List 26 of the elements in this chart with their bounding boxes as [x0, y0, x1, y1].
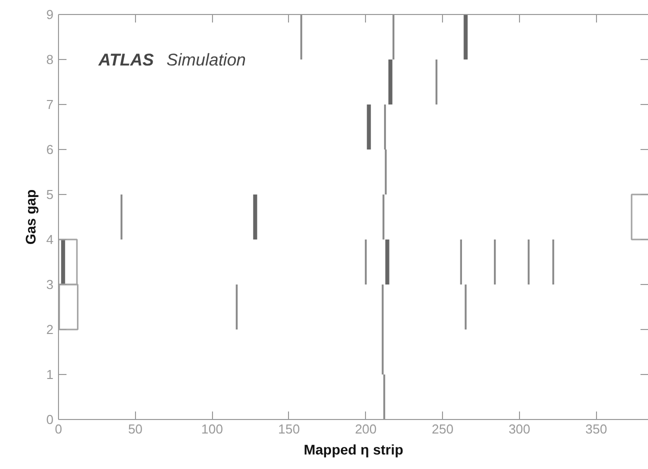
- x-tick-label: 150: [278, 422, 300, 436]
- annotation: ATLAS Simulation: [98, 50, 246, 70]
- y-tick-label: 2: [46, 322, 54, 337]
- y-tick-label: 7: [46, 97, 54, 112]
- y-axis-title: Gas gap: [22, 189, 38, 245]
- y-tick-label: 6: [46, 142, 54, 157]
- bar: [388, 60, 392, 104]
- x-axis-title: Mapped η strip: [304, 442, 404, 458]
- y-tick-label: 3: [46, 277, 54, 292]
- y-tick-label: 8: [46, 52, 54, 67]
- y-tick-label: 1: [46, 367, 54, 382]
- x-tick-label: 300: [508, 422, 530, 436]
- x-tick-label: 50: [128, 422, 143, 436]
- y-tick-label: 0: [46, 412, 54, 427]
- bar: [464, 14, 468, 60]
- x-tick-label: 200: [354, 422, 377, 436]
- bar: [366, 104, 371, 150]
- x-tick-label: 350: [585, 422, 608, 436]
- bar: [61, 240, 66, 284]
- x-tick-label: 100: [201, 422, 224, 436]
- bar: [253, 194, 258, 240]
- bar: [385, 240, 390, 284]
- y-tick-label: 4: [46, 232, 54, 247]
- y-tick-label: 9: [46, 7, 54, 22]
- x-tick-label: 250: [432, 422, 454, 436]
- y-tick-label: 5: [46, 187, 54, 202]
